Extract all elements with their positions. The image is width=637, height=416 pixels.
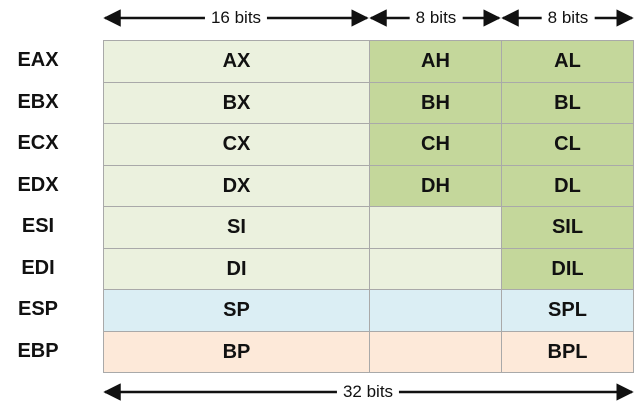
register-cell-edx-low: DL bbox=[501, 165, 634, 207]
register-cell-edx-word: DX bbox=[103, 165, 370, 207]
register-cell-ebx-low: BL bbox=[501, 82, 634, 124]
register-cell-esp-high bbox=[369, 289, 502, 332]
register-name-esp: ESP bbox=[17, 298, 59, 320]
register-cell-esp-low: SPL bbox=[501, 289, 634, 332]
label-8-bits-low: 8 bits bbox=[541, 8, 595, 28]
register-cell-ebx-word: BX bbox=[103, 82, 370, 124]
register-grid: AX AH AL BX BH BL CX CH CL DX DH DL SI SIL DI DIL SP SPL B… bbox=[103, 40, 634, 373]
register-name-esi: ESI bbox=[21, 215, 55, 237]
register-cell-edx-high: DH bbox=[369, 165, 502, 207]
register-cell-esi-high bbox=[369, 206, 502, 249]
register-cell-edi-low: DIL bbox=[501, 248, 634, 290]
register-cell-edi-word: DI bbox=[103, 248, 370, 290]
register-cell-ecx-high: CH bbox=[369, 123, 502, 166]
register-cell-ecx-word: CX bbox=[103, 123, 370, 166]
label-16-bits: 16 bits bbox=[204, 8, 268, 28]
label-8-bits-high: 8 bits bbox=[409, 8, 463, 28]
register-cell-ebp-low: BPL bbox=[501, 331, 634, 373]
register-cell-eax-low: AL bbox=[501, 40, 634, 83]
register-cell-ecx-low: CL bbox=[501, 123, 634, 166]
register-name-eax: EAX bbox=[17, 49, 59, 71]
register-name-ecx: ECX bbox=[17, 132, 59, 154]
register-name-ebx: EBX bbox=[17, 90, 59, 113]
footer-arrow bbox=[103, 383, 634, 401]
register-cell-esi-word: SI bbox=[103, 206, 370, 249]
register-cell-eax-high: AH bbox=[369, 40, 502, 83]
register-cell-ebp-word: BP bbox=[103, 331, 370, 373]
bit-width-footer: 32 bits bbox=[0, 378, 637, 408]
register-cell-esp-word: SP bbox=[103, 289, 370, 332]
label-32-bits: 32 bits bbox=[336, 382, 400, 402]
register-cell-esi-low: SIL bbox=[501, 206, 634, 249]
register-cell-edi-high bbox=[369, 248, 502, 290]
register-cell-eax-word: AX bbox=[103, 40, 370, 83]
register-cell-ebp-high bbox=[369, 331, 502, 373]
bit-width-header: 16 bits 8 bits 8 bits bbox=[0, 0, 637, 36]
register-name-edi: EDI bbox=[21, 256, 55, 279]
register-name-ebp: EBP bbox=[17, 339, 59, 362]
register-cell-ebx-high: BH bbox=[369, 82, 502, 124]
register-name-edx: EDX bbox=[17, 173, 59, 196]
